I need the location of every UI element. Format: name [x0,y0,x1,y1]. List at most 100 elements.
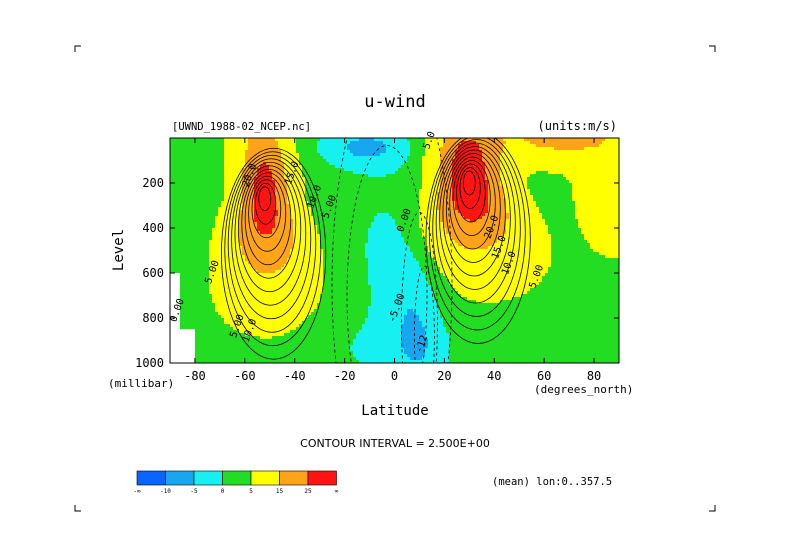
field-cell [290,138,294,142]
field-cell [203,207,207,211]
field-cell [257,147,261,151]
field-cell [239,174,243,178]
field-cell [596,219,600,223]
field-cell [560,231,564,235]
field-cell [596,150,600,154]
field-cell [266,213,270,217]
field-cell [416,189,420,193]
field-cell [614,171,618,175]
field-cell [287,204,291,208]
field-cell [299,210,303,214]
field-cell [212,231,216,235]
field-cell [476,165,480,169]
field-cell [608,153,612,157]
field-cell [518,174,522,178]
field-cell [407,225,411,229]
field-cell [608,201,612,205]
field-cell [278,180,282,184]
field-cell [365,192,369,196]
field-cell [215,195,219,199]
field-cell [362,228,366,232]
field-cell [584,186,588,190]
field-cell [182,174,186,178]
field-cell [596,171,600,175]
field-cell [248,156,252,160]
field-cell [581,219,585,223]
field-cell [386,177,390,181]
field-cell [269,183,273,187]
field-cell [578,231,582,235]
field-cell [551,180,555,184]
field-cell [224,141,228,145]
field-cell [419,183,423,187]
field-cell [221,183,225,187]
field-cell [425,195,429,199]
field-cell [338,147,342,151]
field-cell [212,210,216,214]
field-cell [587,156,591,160]
field-cell [587,165,591,169]
field-cell [518,219,522,223]
field-cell [269,204,273,208]
field-cell [281,228,285,232]
field-cell [302,231,306,235]
field-cell [614,195,618,199]
field-cell [356,168,360,172]
field-cell [587,153,591,157]
field-cell [590,201,594,205]
field-cell [185,225,189,229]
field-cell [587,162,591,166]
field-cell [563,222,567,226]
field-cell [224,186,228,190]
field-cell [293,186,297,190]
field-cell [206,189,210,193]
field-cell [296,168,300,172]
field-cell [248,228,252,232]
field-cell [470,216,474,220]
field-cell [515,231,519,235]
field-cell [170,177,174,181]
field-cell [386,165,390,169]
field-cell [401,180,405,184]
field-cell [188,159,192,163]
field-cell [347,183,351,187]
field-cell [398,138,402,142]
field-cell [575,171,579,175]
field-cell [545,225,549,229]
field-cell [218,174,222,178]
field-cell [395,168,399,172]
field-cell [260,189,264,193]
field-cell [332,171,336,175]
field-cell [227,210,231,214]
field-cell [467,204,471,208]
field-cell [527,219,531,223]
field-cell [521,141,525,145]
field-cell [299,174,303,178]
field-cell [206,231,210,235]
field-cell [257,180,261,184]
field-cell [488,150,492,154]
field-cell [617,186,619,190]
field-cell [443,198,447,202]
field-cell [227,183,231,187]
field-cell [611,222,615,226]
field-cell [443,186,447,190]
field-cell [272,162,276,166]
field-cell [524,183,528,187]
field-cell [524,144,528,148]
field-cell [263,189,267,193]
field-cell [209,237,213,241]
field-cell [380,183,384,187]
field-cell [191,213,195,217]
field-cell [332,156,336,160]
field-cell [185,156,189,160]
field-cell [590,183,594,187]
field-cell [278,192,282,196]
field-cell [278,141,282,145]
field-cell [536,210,540,214]
field-cell [356,195,360,199]
field-cell [413,234,417,238]
field-cell [482,219,486,223]
field-cell [371,159,375,163]
field-cell [419,147,423,151]
